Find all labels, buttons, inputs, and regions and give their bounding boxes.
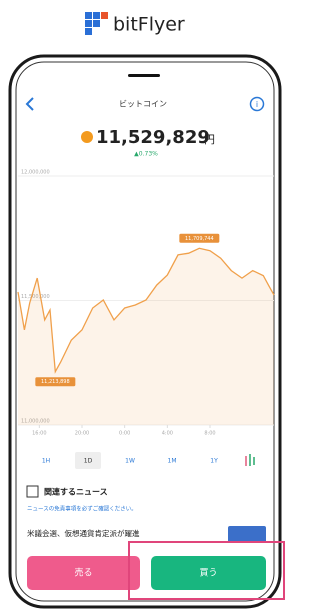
price-unit: 円 (204, 133, 215, 146)
x-tick-label: 16:00 (32, 431, 46, 437)
x-tick-label: 8:00 (204, 431, 215, 437)
news-thumbnail (228, 526, 266, 543)
info-icon: i (256, 100, 258, 109)
price-change: ▲0.73% (134, 151, 158, 158)
news-title: 関連するニュース (44, 487, 108, 497)
range-button[interactable]: 1M (168, 458, 177, 465)
sell-label: 売る (74, 567, 92, 579)
range-button[interactable]: 1D (84, 458, 93, 465)
logo-text: bitFlyer (113, 14, 185, 36)
logo-block (93, 12, 100, 19)
logo-block (101, 12, 108, 19)
logo-block (85, 12, 92, 19)
page: bitFlyer ビットコイン i 11,529,829 円 ▲0.73% 11… (0, 0, 285, 611)
x-tick-label: 0:00 (119, 431, 130, 437)
y-tick-label: 12,000,000 (21, 170, 50, 176)
logo-block (93, 20, 100, 27)
buy-label: 買う (199, 568, 217, 579)
news-headline[interactable]: 米議会選、仮想通貨肯定派が躍進 (27, 528, 140, 538)
annotation-label: 11,709,744 (185, 236, 214, 242)
price-value: 11,529,829 (96, 127, 210, 148)
range-button[interactable]: 1W (125, 458, 135, 465)
btc-icon (81, 131, 93, 143)
x-tick-label: 20:00 (75, 431, 89, 437)
range-button[interactable]: 1Y (210, 458, 218, 465)
range-button[interactable]: 1H (42, 458, 50, 465)
nav-title: ビットコイン (119, 100, 167, 109)
news-disclaimer[interactable]: ニュースの免責事項を必ずご確認ください。 (27, 505, 137, 513)
logo-block (85, 28, 92, 35)
screen: bitFlyer ビットコイン i 11,529,829 円 ▲0.73% 11… (0, 0, 285, 611)
notch (128, 74, 160, 77)
x-tick-label: 4:00 (162, 431, 173, 437)
annotation-label: 11,213,898 (41, 379, 70, 385)
logo (85, 12, 108, 35)
logo-block (85, 20, 92, 27)
